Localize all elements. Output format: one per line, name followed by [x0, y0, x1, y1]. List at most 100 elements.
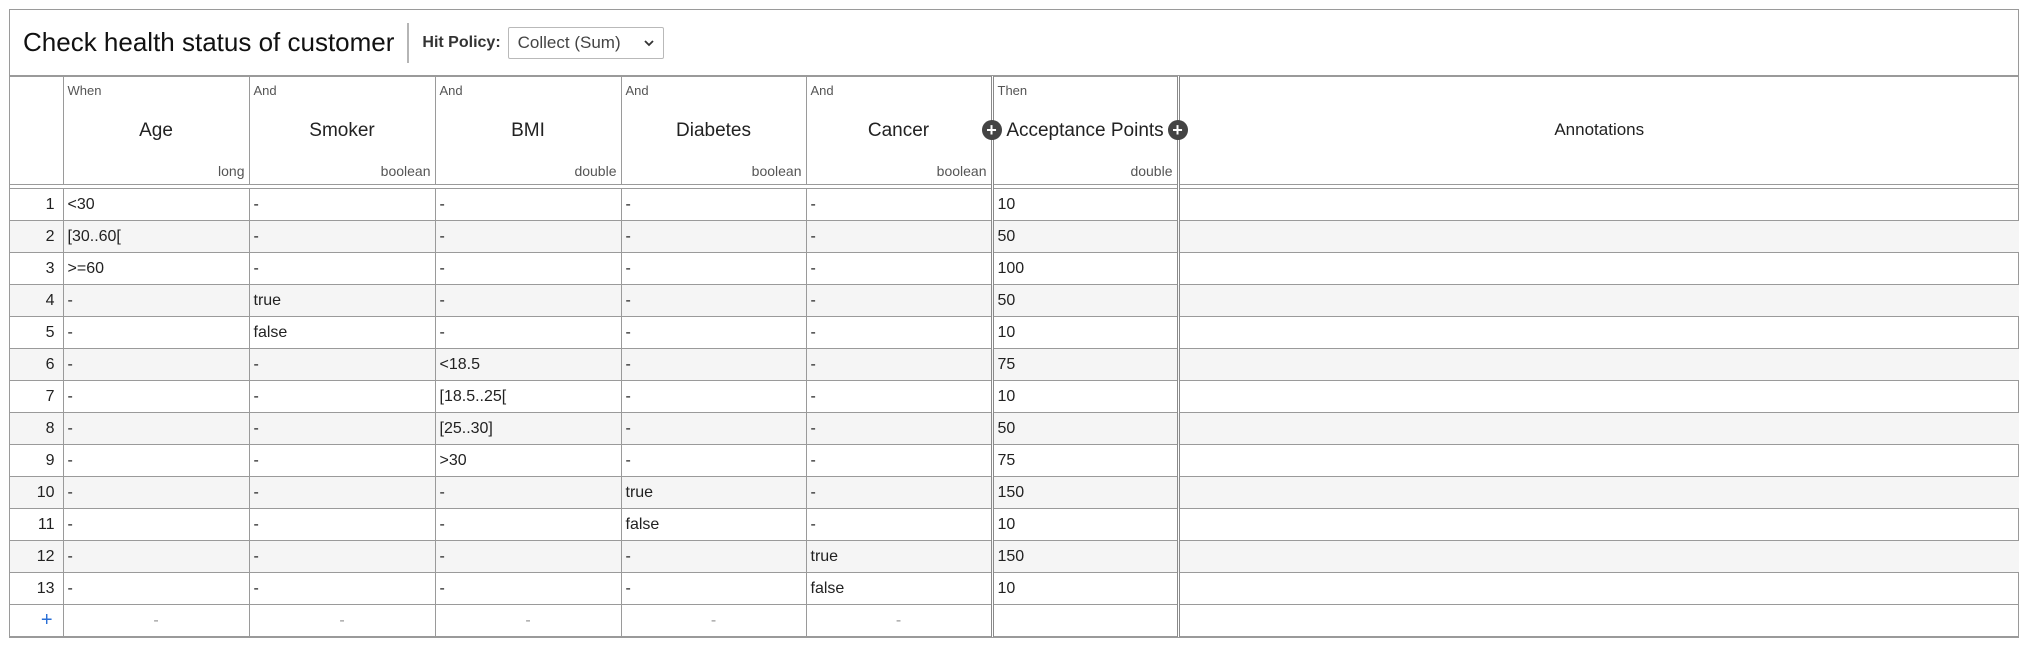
cell-age[interactable]: -	[62, 540, 250, 573]
add-rule-output-placeholder[interactable]	[990, 604, 1180, 637]
cell-smoker[interactable]: -	[248, 508, 436, 541]
cell-diabetes[interactable]: -	[620, 316, 807, 349]
cell-diabetes[interactable]: -	[620, 220, 807, 253]
cell-bmi[interactable]: -	[434, 188, 622, 221]
cell-acceptance-points[interactable]: 75	[990, 348, 1180, 381]
cell-diabetes[interactable]: -	[620, 380, 807, 413]
cell-smoker[interactable]: -	[248, 380, 436, 413]
input-header-smoker[interactable]: And Smoker boolean	[248, 76, 436, 185]
add-output-column-icon[interactable]: +	[1167, 120, 1188, 140]
cell-diabetes[interactable]: -	[620, 444, 807, 477]
cell-bmi[interactable]: -	[434, 540, 622, 573]
cell-annotation[interactable]	[1177, 252, 2019, 285]
cell-age[interactable]: [30..60[	[62, 220, 250, 253]
cell-acceptance-points[interactable]: 10	[990, 572, 1180, 605]
cell-age[interactable]: >=60	[62, 252, 250, 285]
cell-bmi[interactable]: -	[434, 508, 622, 541]
cell-annotation[interactable]	[1177, 444, 2019, 477]
cell-cancer[interactable]: -	[805, 252, 993, 285]
cell-smoker[interactable]: -	[248, 540, 436, 573]
input-header-bmi[interactable]: And BMI double	[434, 76, 622, 185]
cell-smoker[interactable]: -	[248, 572, 436, 605]
table-title[interactable]: Check health status of customer	[23, 27, 395, 57]
cell-annotation[interactable]	[1177, 348, 2019, 381]
cell-cancer[interactable]: -	[805, 284, 993, 317]
cell-acceptance-points[interactable]: 50	[990, 220, 1180, 253]
cell-age[interactable]: -	[62, 508, 250, 541]
cell-acceptance-points[interactable]: 150	[990, 476, 1180, 509]
cell-annotation[interactable]	[1177, 380, 2019, 413]
cell-diabetes[interactable]: -	[620, 348, 807, 381]
output-header-acceptance-points[interactable]: Then Acceptance Points double +	[990, 76, 1188, 185]
add-input-column-icon[interactable]: +	[981, 120, 1002, 140]
cell-annotation[interactable]	[1177, 572, 2019, 605]
add-rule-placeholder[interactable]: -	[620, 604, 807, 637]
cell-cancer[interactable]: -	[805, 508, 993, 541]
cell-acceptance-points[interactable]: 10	[990, 316, 1180, 349]
cell-bmi[interactable]: >30	[434, 444, 622, 477]
cell-acceptance-points[interactable]: 10	[990, 508, 1180, 541]
cell-bmi[interactable]: <18.5	[434, 348, 622, 381]
cell-cancer[interactable]: -	[805, 412, 993, 445]
cell-cancer[interactable]: -	[805, 380, 993, 413]
cell-smoker[interactable]: false	[248, 316, 436, 349]
cell-smoker[interactable]: -	[248, 188, 436, 221]
cell-diabetes[interactable]: -	[620, 540, 807, 573]
cell-smoker[interactable]: -	[248, 476, 436, 509]
cell-age[interactable]: <30	[62, 188, 250, 221]
cell-diabetes[interactable]: -	[620, 572, 807, 605]
cell-acceptance-points[interactable]: 100	[990, 252, 1180, 285]
cell-age[interactable]: -	[62, 316, 250, 349]
cell-cancer[interactable]: false	[805, 572, 993, 605]
cell-smoker[interactable]: -	[248, 220, 436, 253]
cell-bmi[interactable]: -	[434, 572, 622, 605]
cell-annotation[interactable]	[1177, 220, 2019, 253]
add-rule-placeholder[interactable]: -	[805, 604, 993, 637]
cell-bmi[interactable]: -	[434, 316, 622, 349]
add-rule-button[interactable]: +	[10, 604, 64, 637]
add-rule-placeholder[interactable]: -	[434, 604, 622, 637]
cell-annotation[interactable]	[1177, 284, 2019, 317]
cell-diabetes[interactable]: -	[620, 412, 807, 445]
cell-acceptance-points[interactable]: 10	[990, 188, 1180, 221]
cell-annotation[interactable]	[1177, 412, 2019, 445]
cell-annotation[interactable]	[1177, 476, 2019, 509]
cell-diabetes[interactable]: -	[620, 252, 807, 285]
cell-annotation[interactable]	[1177, 188, 2019, 221]
cell-age[interactable]: -	[62, 572, 250, 605]
cell-age[interactable]: -	[62, 444, 250, 477]
cell-age[interactable]: -	[62, 476, 250, 509]
cell-bmi[interactable]: -	[434, 252, 622, 285]
cell-acceptance-points[interactable]: 10	[990, 380, 1180, 413]
cell-smoker[interactable]: -	[248, 252, 436, 285]
cell-annotation[interactable]	[1177, 316, 2019, 349]
input-header-age[interactable]: When Age long	[62, 76, 250, 185]
cell-bmi[interactable]: -	[434, 284, 622, 317]
cell-cancer[interactable]: -	[805, 316, 993, 349]
cell-diabetes[interactable]: -	[620, 284, 807, 317]
cell-cancer[interactable]: true	[805, 540, 993, 573]
hit-policy-select[interactable]: Collect (Sum)	[507, 26, 664, 59]
cell-smoker[interactable]: true	[248, 284, 436, 317]
cell-age[interactable]: -	[62, 348, 250, 381]
cell-cancer[interactable]: -	[805, 348, 993, 381]
cell-age[interactable]: -	[62, 284, 250, 317]
cell-acceptance-points[interactable]: 50	[990, 284, 1180, 317]
add-rule-placeholder[interactable]: -	[62, 604, 250, 637]
cell-bmi[interactable]: -	[434, 476, 622, 509]
input-header-cancer[interactable]: And Cancer boolean +	[805, 76, 1002, 185]
cell-cancer[interactable]: -	[805, 220, 993, 253]
cell-bmi[interactable]: -	[434, 220, 622, 253]
cell-diabetes[interactable]: false	[620, 508, 807, 541]
cell-acceptance-points[interactable]: 50	[990, 412, 1180, 445]
cell-cancer[interactable]: -	[805, 476, 993, 509]
cell-bmi[interactable]: [25..30]	[434, 412, 622, 445]
cell-age[interactable]: -	[62, 412, 250, 445]
cell-diabetes[interactable]: -	[620, 188, 807, 221]
cell-annotation[interactable]	[1177, 508, 2019, 541]
add-rule-annotation-placeholder[interactable]	[1177, 604, 2019, 637]
cell-smoker[interactable]: -	[248, 348, 436, 381]
cell-cancer[interactable]: -	[805, 188, 993, 221]
cell-smoker[interactable]: -	[248, 412, 436, 445]
cell-acceptance-points[interactable]: 150	[990, 540, 1180, 573]
